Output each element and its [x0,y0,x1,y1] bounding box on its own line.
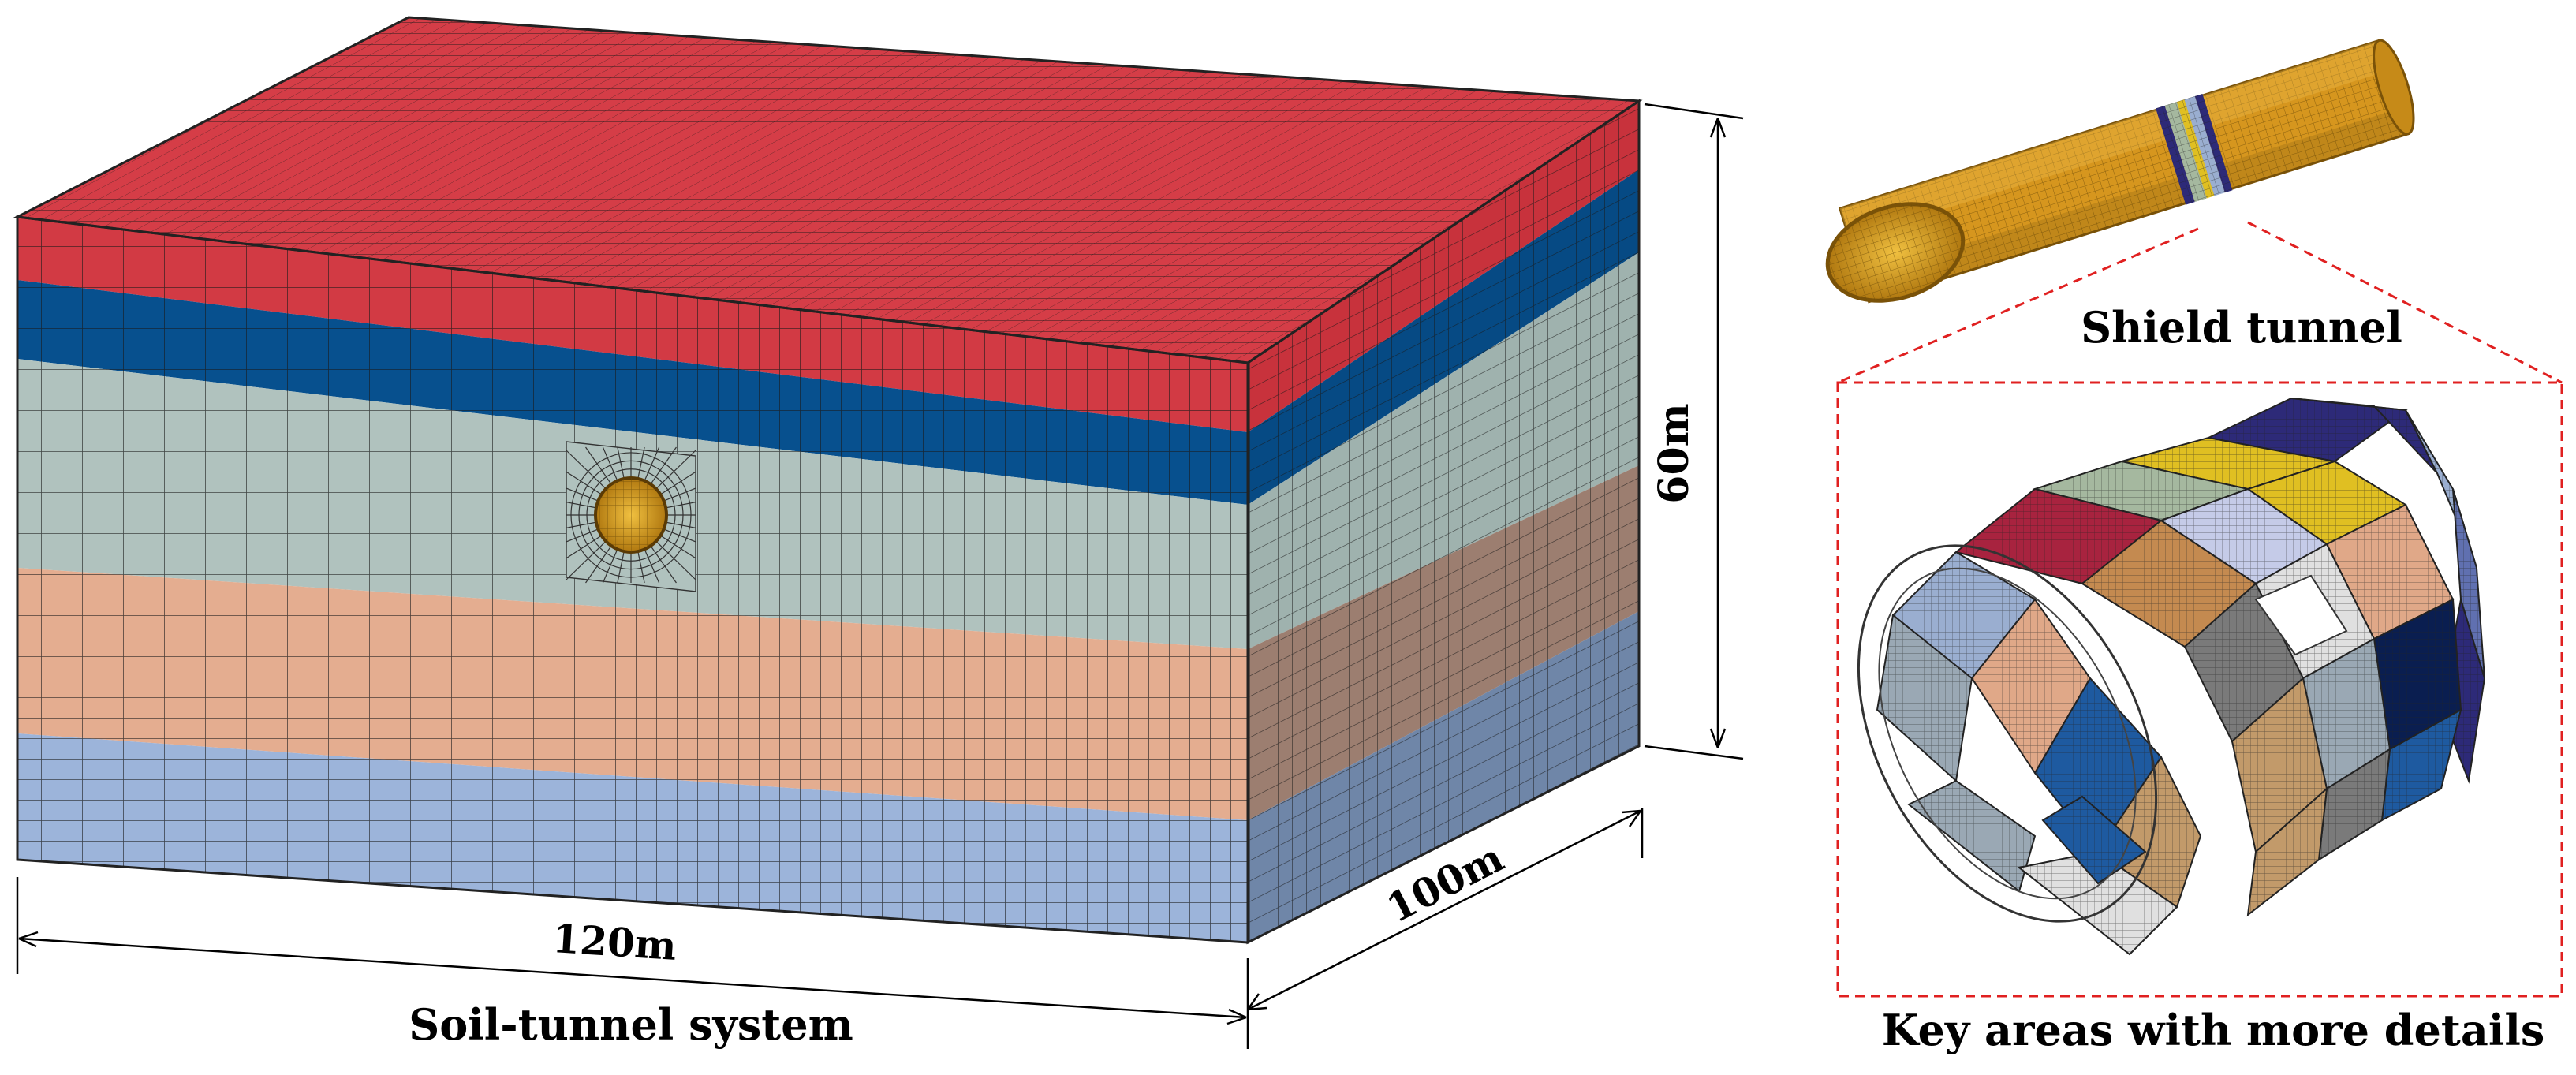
key-areas-label: Key areas with more details [1882,1005,2545,1055]
soil-block [13,16,1643,945]
height-label: 60m [1650,403,1698,503]
shield-tunnel-label: Shield tunnel [2081,302,2402,353]
dimension-width [16,877,1249,1049]
key-area-detail [1857,397,2486,956]
width-label: 120m [551,915,678,969]
detail-frame [1836,381,2563,998]
tunnel-refined-mesh [566,441,696,592]
dimension-height [1644,103,1744,760]
soil-system-label: Soil-tunnel system [409,999,853,1050]
callout-lines [1837,221,2563,384]
dimension-depth [1246,808,1644,1011]
tunnel-segment-band [2156,94,2233,205]
segment-opening [2254,574,2348,656]
shield-tunnel-model [1825,39,2415,304]
